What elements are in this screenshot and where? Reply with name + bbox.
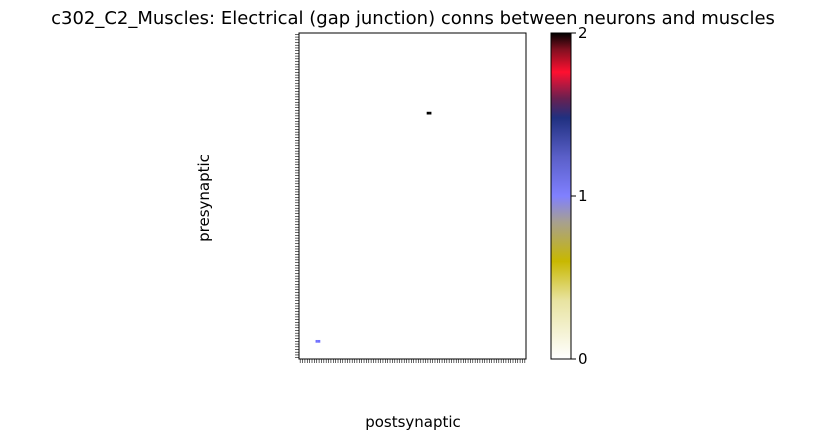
colorbar-tick-label: 2 [578, 24, 588, 42]
heatmap-cell [426, 111, 430, 115]
plot-area [298, 32, 527, 360]
heatmap-cell [429, 111, 432, 115]
colorbar-tick-label: 0 [578, 350, 588, 368]
x-axis-label: postsynaptic [365, 413, 461, 431]
y-axis-label: presynaptic [195, 154, 213, 242]
colorbar-ticks: 0 1 2 [571, 24, 588, 368]
heatmap-cell [315, 339, 318, 343]
x-tick-marks [299, 359, 526, 363]
heatmap-cells [315, 111, 432, 343]
colorbar [550, 32, 572, 360]
chart-title: c302_C2_Muscles: Electrical (gap junctio… [51, 8, 775, 29]
heatmap-cell [317, 339, 321, 343]
colorbar-tick-label: 1 [578, 187, 588, 205]
y-tick-marks [295, 34, 299, 358]
